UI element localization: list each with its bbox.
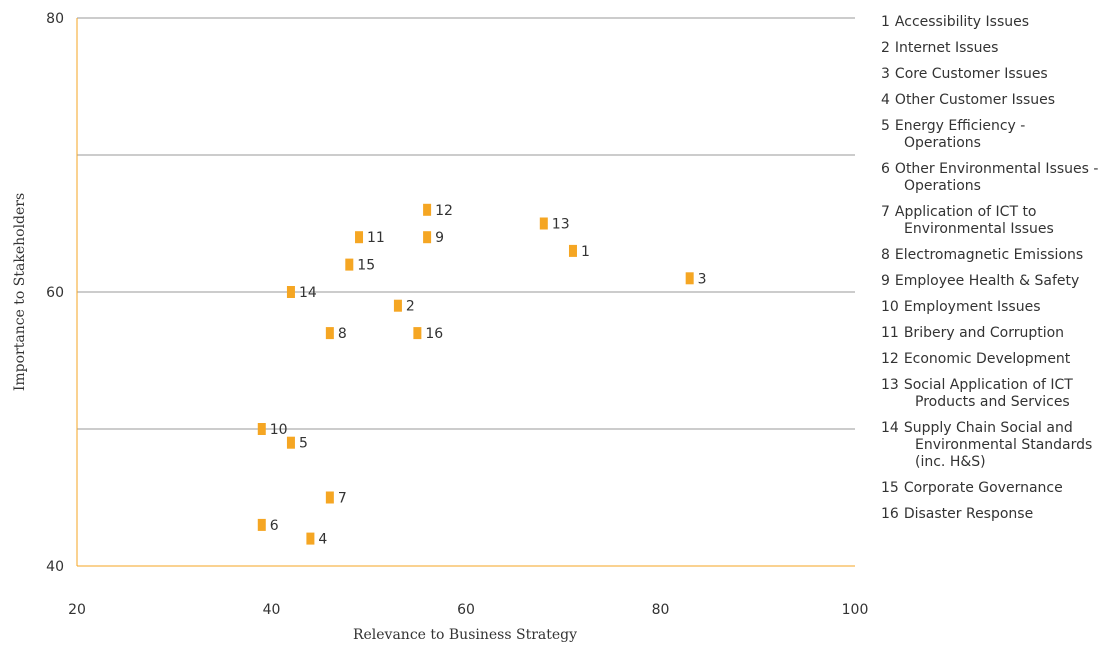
data-point-11 (355, 231, 364, 244)
data-point-7 (325, 491, 334, 504)
data-point-label-10: 10 (270, 422, 288, 438)
data-point-label-16: 16 (425, 326, 443, 342)
legend-item-8: 8 Electromagnetic Emissions (881, 247, 1103, 264)
legend-item-number: 5 (881, 118, 890, 134)
data-point-label-2: 2 (406, 299, 415, 315)
data-point-10 (257, 423, 266, 435)
legend-item-number: 10 (881, 299, 899, 315)
legend-item-15: 15 Corporate Governance (881, 480, 1103, 497)
data-point-13 (539, 217, 548, 230)
legend-item-5: 5 Energy Efficiency - Operations (881, 118, 1103, 152)
legend-item-number: 8 (881, 247, 890, 263)
data-point-label-4: 4 (318, 532, 327, 548)
data-point-4 (306, 532, 315, 545)
y-tick-label: 60 (46, 285, 64, 301)
legend-item-3: 3 Core Customer Issues (881, 66, 1103, 83)
legend-item-10: 10 Employment Issues (881, 299, 1103, 316)
legend-item-label: Supply Chain Social and Environmental St… (903, 420, 1093, 470)
legend-item-14: 14 Supply Chain Social and Environmental … (881, 420, 1103, 471)
data-point-9 (423, 231, 432, 244)
data-point-1 (568, 244, 577, 257)
data-point-label-15: 15 (357, 258, 375, 274)
legend-item-label: Corporate Governance (903, 480, 1063, 496)
x-tick-label: 60 (457, 602, 475, 618)
legend-item-label: Accessibility Issues (894, 14, 1030, 30)
data-point-label-5: 5 (299, 436, 308, 452)
legend-item-number: 13 (881, 377, 899, 393)
data-point-12 (423, 203, 432, 216)
axes (76, 18, 855, 567)
y-tick-label: 40 (46, 559, 64, 575)
legend-item-label: Energy Efficiency - Operations (894, 118, 1026, 151)
legend-item-number: 6 (881, 161, 890, 177)
legend-item-number: 11 (881, 325, 899, 341)
legend-item-number: 3 (881, 66, 890, 82)
legend-item-13: 13 Social Application of ICT Products and… (881, 377, 1103, 411)
legend-item-6: 6 Other Environmental Issues - Operations (881, 161, 1103, 195)
data-point-label-9: 9 (435, 230, 444, 246)
legend-item-1: 1 Accessibility Issues (881, 14, 1103, 31)
legend-item-label: Disaster Response (903, 506, 1034, 522)
x-axis-title: Relevance to Business Strategy (353, 627, 577, 643)
legend-item-number: 2 (881, 40, 890, 56)
legend-item-9: 9 Employee Health & Safety (881, 273, 1103, 290)
data-point-label-11: 11 (367, 230, 385, 246)
data-point-2 (393, 299, 402, 312)
legend: 1 Accessibility Issues 2 Internet Issues 3 Co… (881, 14, 1103, 532)
x-tick-label: 100 (842, 602, 869, 618)
legend-item-label: Social Application of ICT Products and S… (903, 377, 1073, 410)
legend-item-2: 2 Internet Issues (881, 40, 1103, 57)
legend-item-7: 7 Application of ICT to Environmental Iss… (881, 204, 1103, 238)
legend-item-number: 15 (881, 480, 899, 496)
legend-item-number: 12 (881, 351, 899, 367)
legend-item-label: Employment Issues (903, 299, 1041, 315)
data-point-label-8: 8 (338, 326, 347, 342)
data-point-label-7: 7 (338, 491, 347, 507)
legend-item-label: Other Environmental Issues - Operations (894, 161, 1099, 194)
data-point-6 (257, 518, 266, 531)
tick-labels: 20 40 60 80 100 40 60 80 (46, 11, 868, 618)
data-point-8 (325, 327, 334, 340)
data-point-3 (685, 272, 694, 285)
legend-item-label: Economic Development (903, 351, 1071, 367)
legend-item-label: Electromagnetic Emissions (894, 247, 1084, 263)
data-point-14 (286, 286, 295, 298)
data-point-15 (345, 258, 354, 271)
legend-item-label: Application of ICT to Environmental Issu… (894, 204, 1054, 237)
legend-item-label: Core Customer Issues (894, 66, 1048, 82)
legend-item-label: Bribery and Corruption (903, 325, 1065, 341)
x-tick-label: 20 (68, 602, 86, 618)
legend-item-number: 4 (881, 92, 890, 108)
legend-item-number: 14 (881, 420, 899, 436)
legend-item-label: Internet Issues (894, 40, 999, 56)
data-point-16 (413, 327, 422, 340)
legend-item-4: 4 Other Customer Issues (881, 92, 1103, 109)
legend-item-11: 11 Bribery and Corruption (881, 325, 1103, 342)
y-axis-title: Importance to Stakeholders (12, 193, 28, 391)
x-tick-label: 40 (263, 602, 281, 618)
legend-item-number: 9 (881, 273, 890, 289)
data-point-label-14: 14 (299, 285, 317, 301)
grid-lines (77, 17, 855, 430)
legend-item-16: 16 Disaster Response (881, 506, 1103, 523)
data-point-label-13: 13 (552, 217, 570, 233)
legend-item-number: 1 (881, 14, 890, 30)
legend-item-12: 12 Economic Development (881, 351, 1103, 368)
data-point-label-3: 3 (698, 271, 707, 287)
data-point-label-6: 6 (270, 518, 279, 534)
legend-item-number: 16 (881, 506, 899, 522)
data-point-5 (286, 436, 295, 449)
legend-item-label: Other Customer Issues (894, 92, 1056, 108)
y-tick-label: 80 (46, 11, 64, 27)
data-point-label-1: 1 (581, 244, 590, 260)
x-tick-label: 80 (652, 602, 670, 618)
data-point-label-12: 12 (435, 203, 453, 219)
legend-item-label: Employee Health & Safety (894, 273, 1080, 289)
legend-item-number: 7 (881, 204, 890, 220)
